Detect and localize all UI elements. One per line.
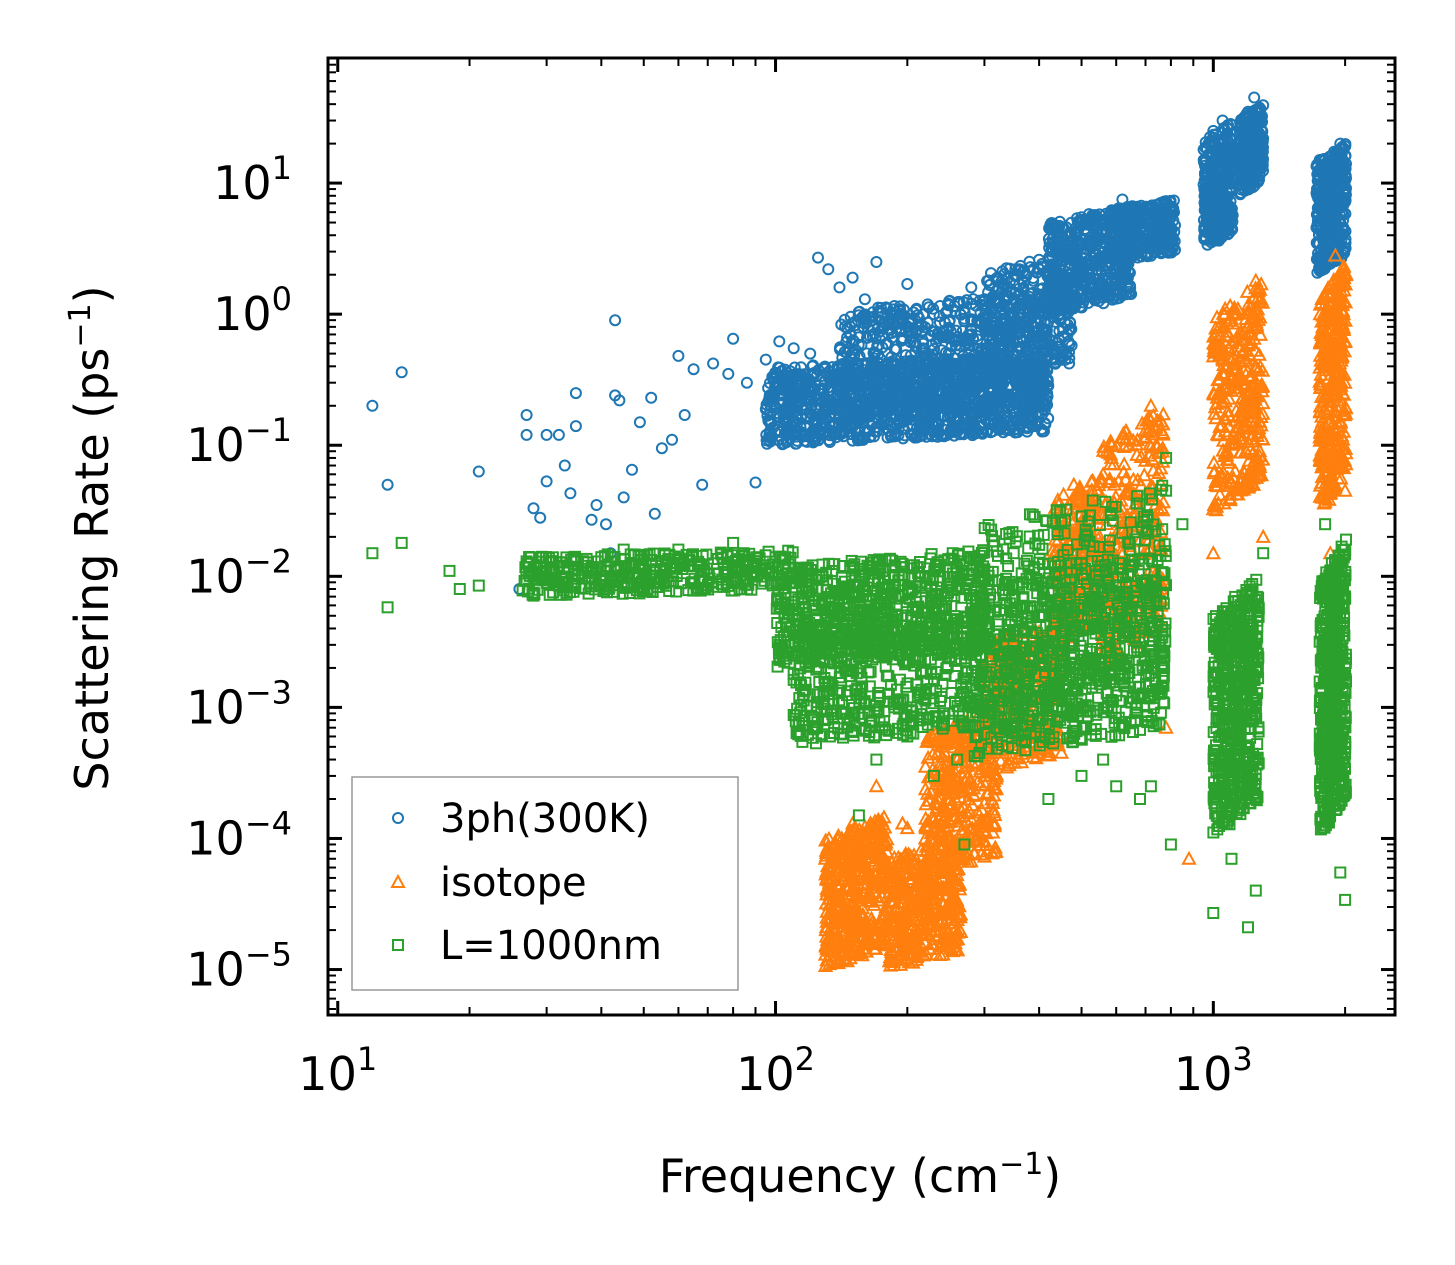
data-point-circle [846,271,859,284]
data-point-circle [870,256,883,268]
data-point-circle [534,511,547,524]
data-point-circle [552,428,565,441]
data-point-circle [585,513,598,526]
data-point-circle [633,416,646,429]
data-point-circle [804,347,817,360]
data-point-circle [569,420,582,433]
data-point-circle [696,478,709,491]
data-point-circle [569,387,582,400]
data-point-circle [617,491,630,504]
data-point-circle [626,463,638,476]
data-point-circle [926,430,939,443]
data-point-circle [687,363,700,376]
data-point-circle [558,459,571,472]
data-point-circle [366,399,379,412]
series-3ph-300k- [366,91,1352,595]
data-point-circle [600,518,612,531]
data-point-circle [858,293,871,306]
data-point-circle [1248,91,1261,104]
data-point-circle [520,428,533,441]
data-point-circle [564,487,577,500]
data-point-circle [527,502,540,515]
data-point-circle [590,499,603,511]
data-point-circle [381,478,394,491]
data-point-circle [773,335,786,348]
data-point-circle [787,342,800,355]
data-point-circle [520,409,533,421]
data-point-circle [833,281,846,294]
data-point-circle [540,428,553,441]
data-point-circle [609,314,622,327]
data-point-circle [666,433,678,446]
data-point-circle [645,391,658,404]
plot-area [366,91,1354,972]
data-point-circle [707,357,720,370]
data-point-circle [472,465,485,478]
data-point-circle [727,332,740,345]
data-point-circle [965,281,978,294]
data-point-circle [759,353,772,366]
data-point-circle [749,476,762,489]
data-point-circle [655,442,668,455]
data-point-circle [540,475,553,488]
data-point-circle [395,366,408,379]
data-point-circle [901,278,914,290]
data-point-circle [722,367,735,380]
data-point-circle [812,251,824,264]
data-point-circle [672,349,685,362]
data-point-circle [740,376,753,389]
data-point-circle [648,507,661,520]
data-point-circle [678,409,691,421]
data-point-circle [822,263,835,276]
